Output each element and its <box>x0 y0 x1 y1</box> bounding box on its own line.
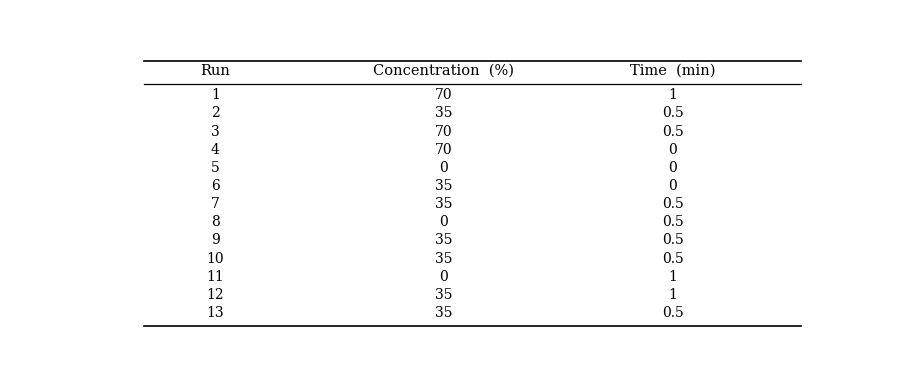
Text: Run: Run <box>200 64 230 78</box>
Text: 0: 0 <box>440 270 448 284</box>
Text: 13: 13 <box>207 306 224 320</box>
Text: 0.5: 0.5 <box>662 215 683 229</box>
Text: 35: 35 <box>435 179 453 193</box>
Text: 70: 70 <box>435 125 453 138</box>
Text: 1: 1 <box>668 88 677 102</box>
Text: 11: 11 <box>207 270 224 284</box>
Text: 0: 0 <box>668 143 677 157</box>
Text: 35: 35 <box>435 252 453 266</box>
Text: 70: 70 <box>435 143 453 157</box>
Text: Time  (min): Time (min) <box>630 64 715 78</box>
Text: 0.5: 0.5 <box>662 306 683 320</box>
Text: 3: 3 <box>211 125 219 138</box>
Text: 10: 10 <box>207 252 224 266</box>
Text: 4: 4 <box>211 143 219 157</box>
Text: 7: 7 <box>211 197 219 211</box>
Text: 0: 0 <box>668 179 677 193</box>
Text: 35: 35 <box>435 233 453 248</box>
Text: 12: 12 <box>207 288 224 302</box>
Text: 0.5: 0.5 <box>662 197 683 211</box>
Text: 35: 35 <box>435 107 453 120</box>
Text: 0: 0 <box>440 161 448 175</box>
Text: 8: 8 <box>211 215 219 229</box>
Text: 0.5: 0.5 <box>662 252 683 266</box>
Text: 0: 0 <box>668 161 677 175</box>
Text: 1: 1 <box>668 270 677 284</box>
Text: 2: 2 <box>211 107 219 120</box>
Text: 1: 1 <box>211 88 219 102</box>
Text: 35: 35 <box>435 288 453 302</box>
Text: 1: 1 <box>668 288 677 302</box>
Text: 6: 6 <box>211 179 219 193</box>
Text: Concentration  (%): Concentration (%) <box>373 64 514 78</box>
Text: 35: 35 <box>435 197 453 211</box>
Text: 5: 5 <box>211 161 219 175</box>
Text: 35: 35 <box>435 306 453 320</box>
Text: 0.5: 0.5 <box>662 125 683 138</box>
Text: 0.5: 0.5 <box>662 107 683 120</box>
Text: 0: 0 <box>440 215 448 229</box>
Text: 70: 70 <box>435 88 453 102</box>
Text: 0.5: 0.5 <box>662 233 683 248</box>
Text: 9: 9 <box>211 233 219 248</box>
